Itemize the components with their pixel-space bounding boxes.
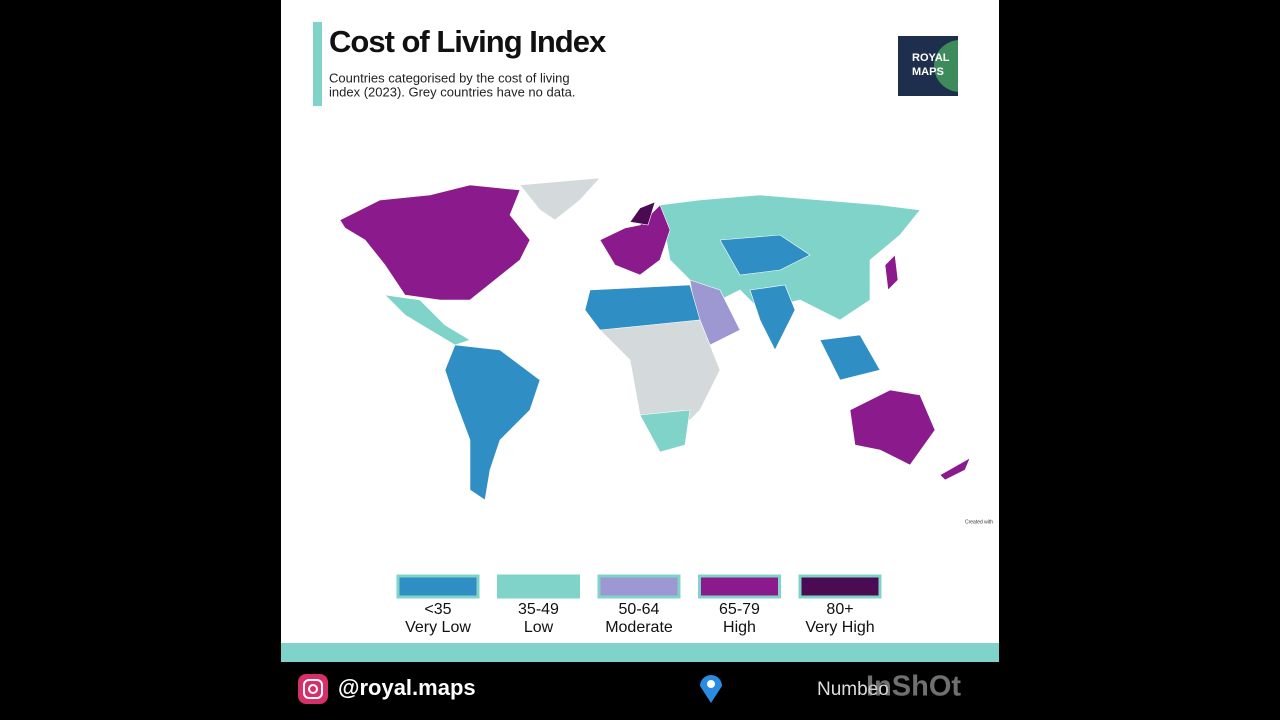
south-america (444, 344, 541, 501)
legend-swatch (497, 574, 580, 599)
source: Numbeo (817, 679, 889, 700)
india (749, 284, 796, 351)
legend-label: Very Low (405, 619, 471, 636)
logo-text: ROYAL (912, 52, 950, 64)
title: Cost of Living Index (329, 24, 607, 59)
credit: Created with (965, 519, 993, 525)
location-pin-dot (707, 680, 715, 688)
north-america (339, 184, 531, 301)
subtitle: Countries categorised by the cost of liv… (329, 70, 570, 85)
instagram-glyph (308, 684, 318, 694)
central-asia (719, 234, 811, 276)
central-america (384, 294, 471, 346)
legend-label: Very High (805, 619, 874, 636)
logo-text: MAPS (912, 66, 944, 78)
southeast-asia (819, 334, 881, 381)
greenland (519, 177, 601, 221)
world-map (339, 177, 971, 501)
legend-label: High (723, 619, 756, 636)
legend-swatch (597, 574, 681, 599)
legend-range: <35 (424, 601, 451, 618)
japan (884, 254, 899, 291)
legend-range: 50-64 (619, 601, 660, 618)
handle: @royal.maps (338, 675, 476, 700)
nordics (629, 201, 656, 226)
logo-mask (958, 36, 988, 96)
legend-range: 80+ (826, 601, 853, 618)
legend-range: 35-49 (518, 601, 559, 618)
subtitle: index (2023). Grey countries have no dat… (329, 84, 575, 99)
instagram-glyph (303, 679, 323, 699)
new-zealand (939, 457, 971, 481)
legend-range: 65-79 (719, 601, 760, 618)
instagram-icon (298, 674, 328, 704)
legend-label: Low (524, 619, 554, 636)
legend-swatch (396, 574, 480, 599)
central-africa (599, 319, 721, 421)
title-bar (313, 22, 322, 106)
location-pin (700, 675, 722, 703)
australia (849, 389, 936, 466)
panel-band (281, 643, 999, 662)
europe (599, 204, 671, 276)
legend-label: Moderate (605, 619, 673, 636)
southern-africa (639, 409, 691, 453)
watermark: InShOt (866, 671, 961, 703)
legend-swatch (698, 574, 781, 599)
legend-swatch (798, 574, 882, 599)
